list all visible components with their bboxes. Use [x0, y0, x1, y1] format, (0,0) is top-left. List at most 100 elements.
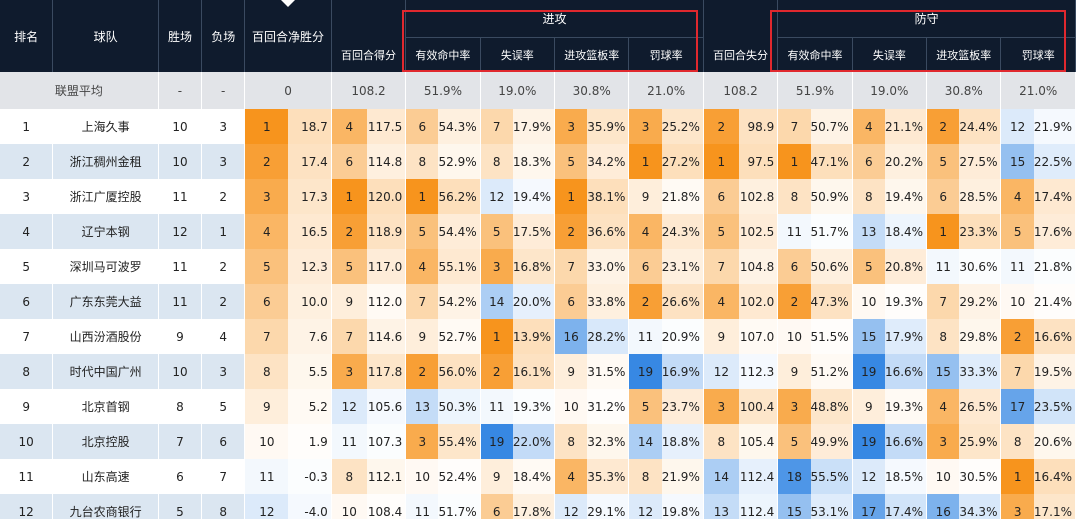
table-row[interactable]: 2 浙江稠州金租 10 3 2 17.4 6 114.8 8 52.9% 8 18.3% 5 34.2% 1…: [0, 144, 1076, 179]
team-losses: 7: [202, 459, 246, 494]
off-efg-cell: 9 52.7%: [406, 319, 481, 354]
header-rank[interactable]: 排名: [0, 0, 54, 72]
off-efg-cell-rank: 9: [406, 319, 439, 354]
def-rating-cell-rank: 2: [703, 109, 739, 144]
table-row[interactable]: 7 山西汾酒股份 9 4 7 7.6 7 114.6 9 52.7% 1 13.9% 16 28.2% 11…: [0, 319, 1076, 354]
off-ft-cell-rank: 1: [629, 144, 662, 179]
off-ft-cell-rank: 9: [629, 179, 662, 214]
def-tov-cell-rank: 8: [852, 179, 885, 214]
off-ft-cell-rank: 19: [629, 354, 662, 389]
off-orb-cell-rank: 9: [555, 354, 588, 389]
table-row[interactable]: 6 广东东莞大益 11 2 6 10.0 9 112.0 7 54.2% 14 20.0% 6 33.8%…: [0, 284, 1076, 319]
net-rating-cell-rank: 11: [245, 459, 289, 494]
header-off-ft[interactable]: 罚球率: [629, 37, 704, 72]
off-rating-cell-value: 117.0: [367, 259, 403, 274]
team-rank: 5: [0, 249, 54, 284]
header-off-rating[interactable]: 百回合得分: [331, 0, 407, 72]
off-orb-cell: 10 31.2%: [555, 389, 630, 424]
def-rating-cell-value: 100.4: [739, 399, 775, 414]
net-rating-cell-rank: 4: [245, 214, 289, 249]
table-row[interactable]: 11 山东高速 6 7 11 -0.3 8 112.1 10 52.4% 9 18.4% 4 35.3% 8…: [0, 459, 1076, 494]
table-row[interactable]: 9 北京首钢 8 5 9 5.2 12 105.6 13 50.3% 11 19.3% 10 31.2% 5…: [0, 389, 1076, 424]
def-rating-cell: 9 107.0: [703, 319, 779, 354]
off-ft-cell-value: 26.6%: [661, 294, 700, 309]
header-defense-group: 防守: [778, 0, 1076, 37]
def-efg-cell: 8 50.9%: [778, 179, 853, 214]
off-efg-cell: 1 56.2%: [406, 179, 481, 214]
off-rating-cell: 6 114.8: [331, 144, 407, 179]
def-tov-cell-value: 16.6%: [884, 434, 924, 449]
def-orb-cell-rank: 16: [927, 494, 960, 519]
off-rating-cell-rank: 10: [331, 494, 367, 519]
net-rating-cell: 9 5.2: [245, 389, 332, 424]
def-ft-cell-rank: 4: [1001, 179, 1034, 214]
header-wins[interactable]: 胜场: [158, 0, 203, 72]
off-rating-cell: 11 107.3: [331, 424, 407, 459]
header-team[interactable]: 球队: [53, 0, 159, 72]
net-rating-cell-rank: 10: [245, 424, 289, 459]
table-row[interactable]: 10 北京控股 7 6 10 1.9 11 107.3 3 55.4% 19 22.0% 8 32.3% 1…: [0, 424, 1076, 459]
team-losses: 3: [202, 144, 246, 179]
off-ft-cell: 1 27.2%: [629, 144, 704, 179]
off-orb-cell-rank: 10: [555, 389, 588, 424]
def-orb-cell-rank: 10: [927, 459, 960, 494]
def-tov-cell-value: 19.3%: [884, 399, 924, 414]
def-efg-cell-value: 47.3%: [810, 294, 849, 309]
off-ft-cell-value: 23.7%: [661, 399, 700, 414]
net-rating-cell-value: 12.3: [301, 259, 328, 274]
header-def-efg[interactable]: 有效命中率: [778, 37, 853, 72]
header-def-ft[interactable]: 罚球率: [1001, 37, 1076, 72]
off-ft-cell-rank: 11: [629, 319, 662, 354]
team-wins: 10: [158, 354, 203, 389]
league-average-row: 联盟平均 - - 0 108.2 51.9% 19.0% 30.8% 21.0%…: [0, 72, 1076, 109]
header-net-rating[interactable]: 百回合净胜分: [245, 0, 332, 72]
team-name: 广东东莞大益: [53, 284, 159, 319]
table-row[interactable]: 4 辽宁本钢 12 1 4 16.5 2 118.9 5 54.4% 5 17.5% 2 36.6% 4 24…: [0, 214, 1076, 249]
off-tov-cell: 14 20.0%: [480, 284, 556, 319]
table-row[interactable]: 3 浙江广厦控股 11 2 3 17.3 1 120.0 1 56.2% 12 19.4% 1 38.1%…: [0, 179, 1076, 214]
table-row[interactable]: 12 九台农商银行 5 8 12 -4.0 10 108.4 11 51.7% 6 17.8% 12 29…: [0, 494, 1076, 519]
header-losses[interactable]: 负场: [202, 0, 246, 72]
def-orb-cell-rank: 7: [927, 284, 960, 319]
net-rating-cell-value: 17.3: [301, 189, 328, 204]
def-ft-cell-value: 17.6%: [1033, 224, 1072, 239]
header-off-efg[interactable]: 有效命中率: [406, 37, 481, 72]
def-rating-cell-rank: 8: [703, 424, 739, 459]
off-orb-cell: 1 38.1%: [555, 179, 630, 214]
table-row[interactable]: 5 深圳马可波罗 11 2 5 12.3 5 117.0 4 55.1% 3 16.8% 7 33.0% 6…: [0, 249, 1076, 284]
def-rating-cell-value: 97.5: [747, 154, 775, 169]
table-row[interactable]: 8 时代中国广州 10 3 8 5.5 3 117.8 2 56.0% 2 16.1% 9 31.5% 19…: [0, 354, 1076, 389]
def-tov-cell-rank: 13: [852, 214, 885, 249]
net-rating-cell-value: 17.4: [301, 154, 328, 169]
off-efg-cell: 8 52.9%: [406, 144, 481, 179]
off-efg-cell: 6 54.3%: [406, 109, 481, 144]
def-rating-cell-rank: 4: [703, 284, 739, 319]
header-def-rating[interactable]: 百回合失分: [703, 0, 779, 72]
off-rating-cell-value: 118.9: [367, 224, 403, 239]
net-rating-cell-value: -4.0: [304, 504, 328, 519]
header-def-tov[interactable]: 失误率: [852, 37, 928, 72]
off-orb-cell-value: 28.2%: [587, 329, 626, 344]
def-efg-cell-rank: 15: [778, 494, 811, 519]
team-rank: 8: [0, 354, 54, 389]
off-rating-cell-rank: 8: [331, 459, 367, 494]
off-tov-cell-rank: 7: [480, 109, 513, 144]
net-rating-cell-value: 16.5: [301, 224, 328, 239]
net-rating-cell-rank: 12: [245, 494, 289, 519]
off-tov-cell: 8 18.3%: [480, 144, 556, 179]
team-rank: 3: [0, 179, 54, 214]
def-efg-cell-value: 51.2%: [810, 364, 849, 379]
off-efg-cell: 7 54.2%: [406, 284, 481, 319]
net-rating-cell-value: 5.5: [308, 364, 328, 379]
header-def-orb[interactable]: 进攻篮板率: [927, 37, 1002, 72]
table-row[interactable]: 1 上海久事 10 3 1 18.7 4 117.5 6 54.3% 7 17.9% 3 35.9% 3 25…: [0, 109, 1076, 144]
team-wins: 10: [158, 144, 203, 179]
net-rating-cell: 4 16.5: [245, 214, 332, 249]
header-off-orb[interactable]: 进攻篮板率: [555, 37, 630, 72]
off-tov-cell: 9 18.4%: [480, 459, 556, 494]
off-rating-cell: 5 117.0: [331, 249, 407, 284]
def-orb-cell-rank: 4: [927, 389, 960, 424]
header-off-tov[interactable]: 失误率: [480, 37, 556, 72]
off-efg-cell-value: 52.7%: [438, 329, 477, 344]
def-ft-cell-rank: 7: [1001, 354, 1034, 389]
